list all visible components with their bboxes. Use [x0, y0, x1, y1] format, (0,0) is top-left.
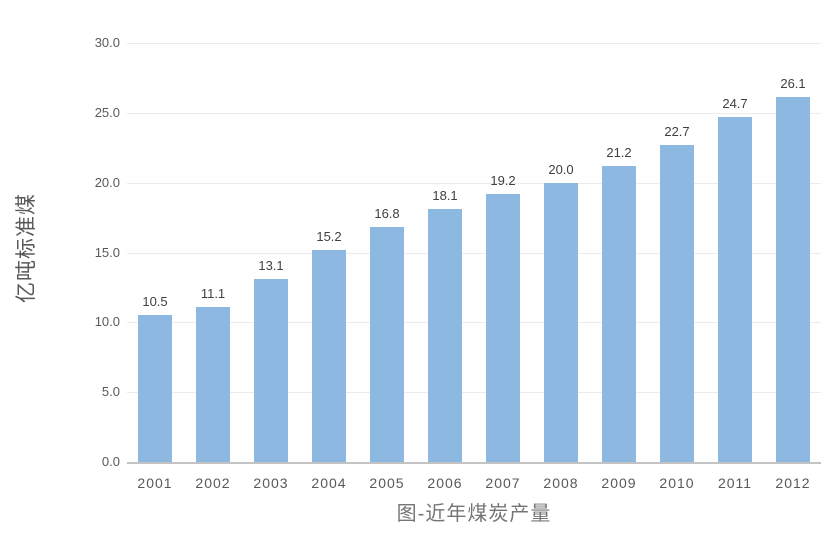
- bar-column-2004: 15.2 2004: [311, 43, 346, 491]
- bar-column-2002: 11.1 2002: [195, 43, 230, 491]
- x-axis-label: 2002: [195, 475, 231, 491]
- bar: [138, 315, 172, 462]
- bar-value-label: 13.1: [258, 258, 284, 274]
- x-axis-label: 2005: [369, 475, 405, 491]
- x-axis-label: 2008: [543, 475, 579, 491]
- gridline-25: [127, 112, 821, 114]
- plot-area: 10.5 2001 11.1 2002 13.1 2003 15.2 2004 16.8 2005…: [127, 43, 821, 491]
- bar-column-2009: 21.2 2009: [601, 43, 636, 491]
- bar-series: 10.5 2001 11.1 2002 13.1 2003 15.2 2004 16.8 2005…: [127, 43, 821, 491]
- bar-value-label: 19.2: [490, 172, 516, 188]
- gridline-30: [127, 43, 821, 44]
- bar: [776, 97, 810, 462]
- gridline-20: [127, 182, 821, 184]
- bar: [544, 182, 578, 462]
- bar-value-label: 16.8: [374, 206, 400, 222]
- bar-column-2010: 22.7 2010: [659, 43, 694, 491]
- bar: [196, 306, 230, 462]
- bar-value-label: 26.1: [780, 76, 806, 92]
- bar: [718, 117, 752, 462]
- x-axis-label: 2006: [427, 475, 463, 491]
- x-axis-label: 2012: [775, 475, 811, 491]
- y-axis-title: 亿吨标准煤: [15, 193, 38, 303]
- bar: [312, 249, 346, 462]
- gridline-15: [127, 252, 821, 254]
- bar-value-label: 11.1: [200, 285, 226, 301]
- y-tick-label: 10.0: [94, 314, 120, 330]
- bar: [428, 209, 462, 462]
- bar-value-label: 24.7: [722, 96, 748, 112]
- bar: [486, 193, 520, 462]
- bar-value-label: 10.5: [142, 294, 168, 310]
- bar-column-2008: 20.0 2008: [543, 43, 578, 491]
- bar-column-2003: 13.1 2003: [253, 43, 288, 491]
- bar-value-label: 21.2: [606, 144, 632, 160]
- y-tick-label: 30.0: [94, 35, 120, 50]
- bar-column-2011: 24.7 2011: [718, 43, 752, 491]
- x-axis-label: 2010: [659, 475, 695, 491]
- bar-value-label: 20.0: [548, 161, 574, 177]
- gridline-10: [127, 322, 821, 324]
- x-axis-label: 2001: [137, 475, 173, 491]
- bar: [254, 279, 288, 462]
- bar: [602, 165, 636, 462]
- x-axis-label: 2007: [485, 475, 521, 491]
- bar-column-2001: 10.5 2001: [137, 43, 172, 491]
- x-axis-label: 2009: [601, 475, 637, 491]
- bar-value-label: 18.1: [432, 188, 458, 204]
- bar-value-label: 15.2: [316, 228, 342, 244]
- x-axis-label: 2011: [717, 475, 753, 491]
- bar-column-2012: 26.1 2012: [775, 43, 810, 491]
- bar: [660, 144, 694, 462]
- gridline-5: [127, 392, 821, 394]
- y-tick-label: 25.0: [94, 104, 120, 120]
- y-tick-label: 0.0: [101, 454, 120, 469]
- y-tick-label: 15.0: [94, 244, 120, 260]
- bar: [370, 227, 404, 462]
- bar-column-2006: 18.1 2006: [427, 43, 462, 491]
- x-axis-label: 2003: [253, 475, 289, 491]
- y-tick-label: 5.0: [101, 384, 120, 400]
- bar-value-label: 22.7: [664, 123, 690, 139]
- bar-column-2005: 16.8 2005: [369, 43, 404, 491]
- x-axis-label: 2004: [311, 475, 347, 491]
- bar-column-2007: 19.2 2007: [485, 43, 520, 491]
- chart-title: 图-近年煤炭产量: [396, 503, 552, 525]
- y-tick-label: 20.0: [94, 174, 120, 190]
